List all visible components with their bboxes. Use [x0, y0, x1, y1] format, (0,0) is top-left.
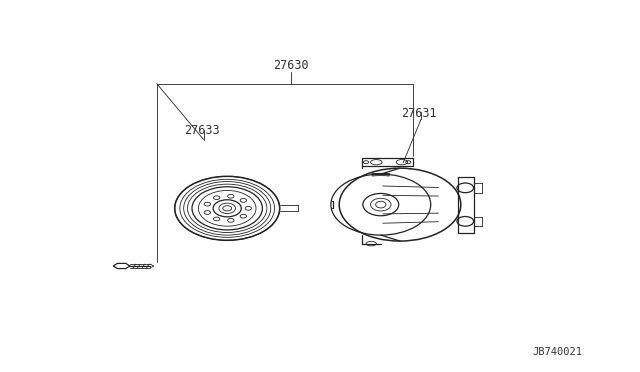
Text: JB740021: JB740021 — [532, 347, 582, 357]
Text: 27630: 27630 — [273, 59, 309, 71]
Text: 27633: 27633 — [184, 124, 220, 137]
Text: 27631: 27631 — [401, 107, 437, 120]
